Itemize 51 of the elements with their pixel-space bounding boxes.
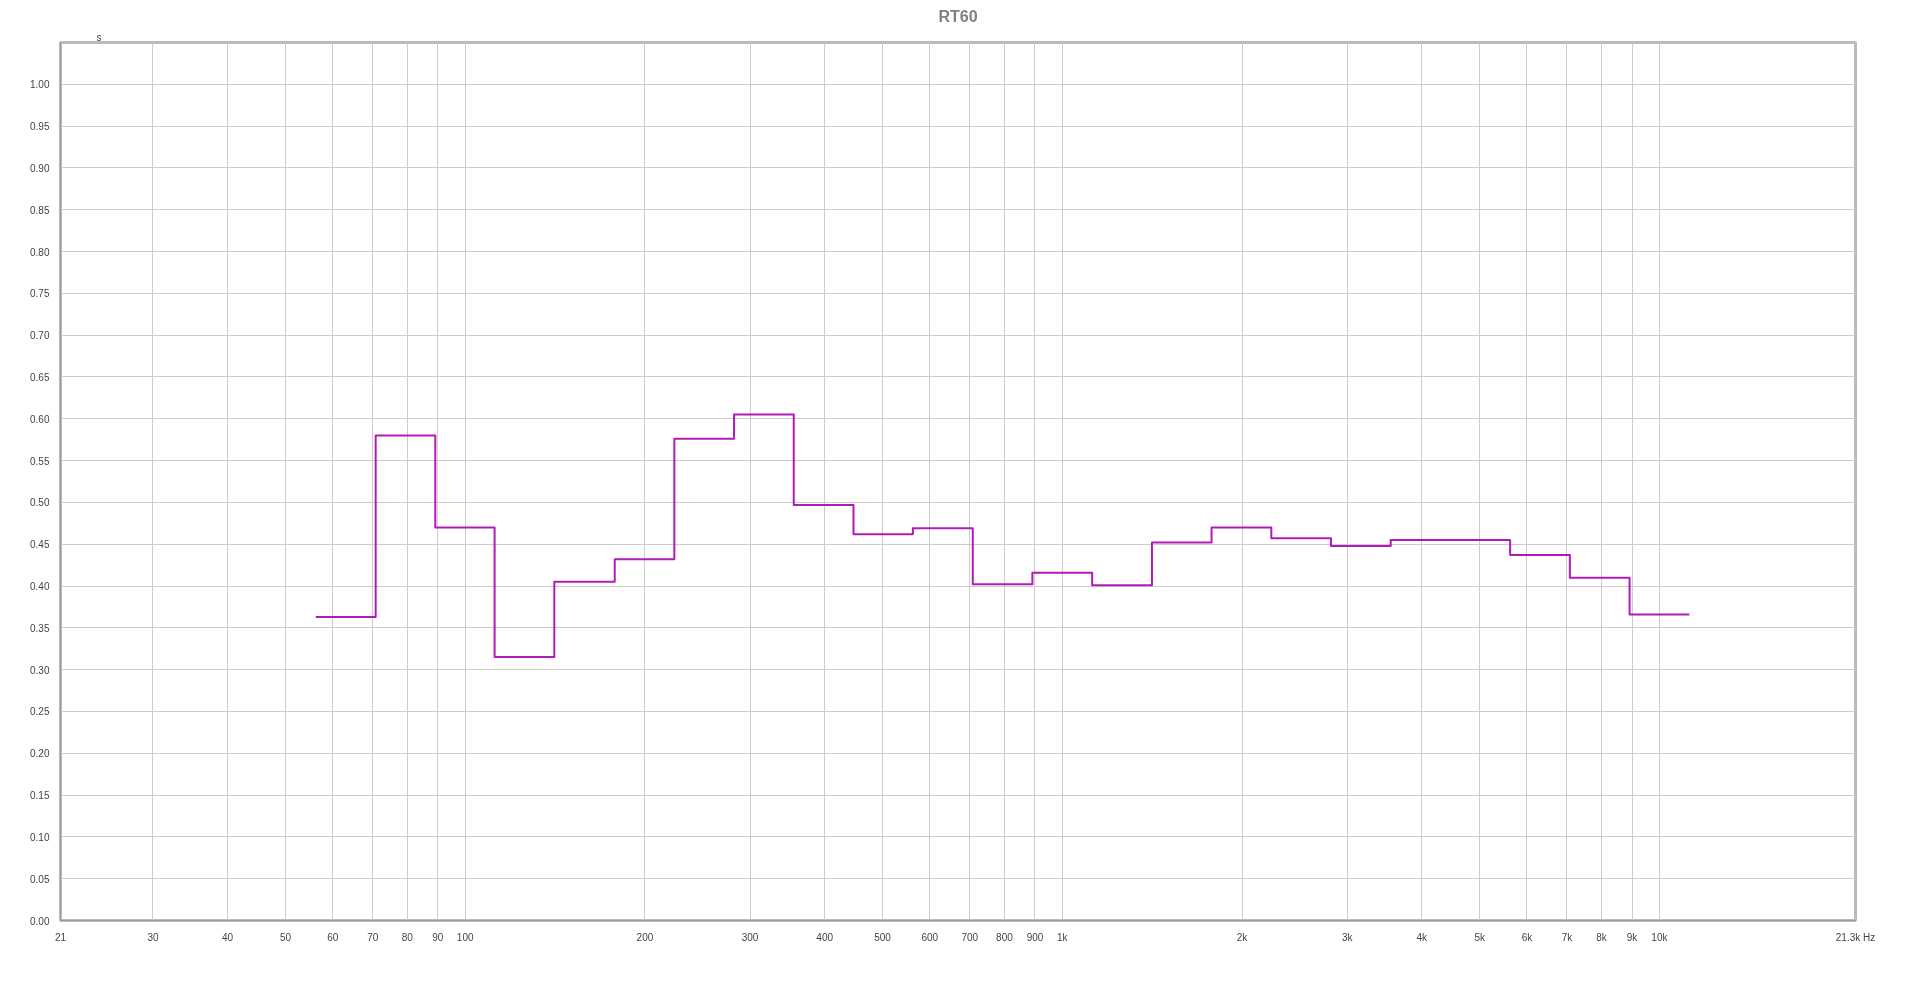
- x-tick-label: 500: [874, 931, 892, 943]
- y-axis-title: s: [96, 31, 102, 43]
- x-tick-label: 70: [367, 931, 379, 943]
- y-tick-label: 0.70: [30, 330, 50, 342]
- x-tick-label: 1k: [1057, 931, 1069, 943]
- x-tick-label: 10k: [1651, 931, 1669, 943]
- x-tick-label: 300: [741, 931, 759, 943]
- y-tick-label: 0.80: [30, 246, 50, 258]
- y-tick-label: 1.00: [30, 79, 50, 91]
- x-tick-label: 200: [636, 931, 654, 943]
- x-tick-label: 700: [961, 931, 979, 943]
- x-tick-label: 30: [147, 931, 159, 943]
- x-tick-label: 9k: [1626, 931, 1639, 943]
- y-tick-label: 0.40: [30, 581, 50, 593]
- y-tick-label: 0.35: [30, 622, 50, 634]
- y-tick-label: 0.55: [30, 455, 50, 467]
- x-tick-label: 3k: [1341, 931, 1354, 943]
- x-tick-label: 60: [327, 931, 339, 943]
- y-tick-label: 0.15: [30, 790, 50, 802]
- y-tick-label: 0.90: [30, 162, 50, 174]
- x-tick-label: 40: [222, 931, 234, 943]
- x-tick-label: 4k: [1416, 931, 1429, 943]
- x-tick-label: 21.3k Hz: [1835, 931, 1876, 943]
- x-tick-label: 50: [279, 931, 292, 943]
- y-tick-label: 0.65: [30, 371, 50, 383]
- x-tick-label: 8k: [1596, 931, 1608, 943]
- y-tick-label: 0.50: [30, 497, 50, 509]
- x-tick-label: 600: [921, 931, 939, 943]
- x-tick-label: 2k: [1236, 931, 1249, 943]
- x-tick-label: 80: [401, 931, 414, 943]
- x-tick-label: 7k: [1561, 931, 1574, 943]
- y-tick-label: 0.75: [30, 288, 50, 300]
- y-tick-label: 0.05: [30, 873, 50, 885]
- x-tick-label: 90: [432, 931, 444, 943]
- y-tick-label: 0.10: [30, 831, 50, 843]
- y-tick-label: 0.30: [30, 664, 50, 676]
- y-tick-label: 0.45: [30, 539, 50, 551]
- x-tick-label: 5k: [1474, 931, 1486, 943]
- x-tick-label: 400: [816, 931, 834, 943]
- x-tick-label: 6k: [1521, 931, 1534, 943]
- x-tick-label: 100: [456, 931, 474, 943]
- x-tick-label: 900: [1026, 931, 1044, 943]
- y-tick-label: 0.85: [30, 204, 50, 216]
- y-tick-label: 0.00: [30, 915, 50, 927]
- x-tick-label: 21: [54, 931, 67, 943]
- y-tick-label: 0.20: [30, 748, 50, 760]
- x-tick-label: 800: [996, 931, 1014, 943]
- y-tick-label: 0.95: [30, 121, 50, 133]
- y-tick-label: 0.25: [30, 706, 50, 718]
- y-tick-label: 0.60: [30, 413, 50, 425]
- chart-title: RT60: [938, 7, 978, 25]
